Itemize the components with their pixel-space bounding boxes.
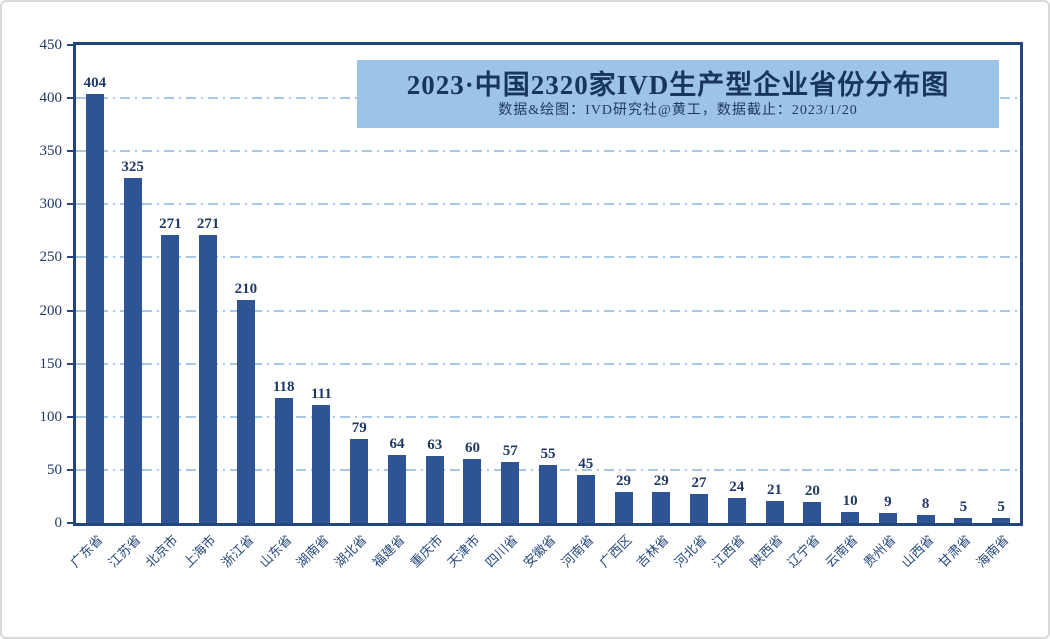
bar-湖南省 [312, 405, 331, 523]
bar-value-label: 111 [311, 386, 332, 403]
y-axis-label: 50 [47, 461, 62, 478]
bar-江西省 [727, 497, 746, 523]
bar-河南省 [576, 475, 595, 523]
bar-value-label: 29 [653, 473, 669, 490]
chart-subtitle: 数据&绘图：IVD研究社@黄工，数据截止：2023/1/20 [498, 102, 858, 118]
chart-title: 2023·中国2320家IVD生产型企业省份分布图 [406, 69, 950, 100]
y-axis-tick [67, 44, 73, 46]
y-axis-label: 250 [39, 249, 63, 266]
y-axis-tick [67, 97, 73, 100]
y-axis-tick [67, 522, 73, 524]
bar-value-label: 118 [272, 378, 295, 395]
bar-重庆市 [425, 456, 444, 523]
bar-value-label: 404 [83, 74, 107, 91]
y-axis-label: 450 [39, 37, 63, 53]
bar-value-label: 79 [351, 420, 367, 437]
y-axis-tick [67, 309, 73, 312]
x-axis-label: 海南省 [973, 532, 1012, 571]
bar-陕西省 [765, 500, 784, 523]
y-axis-label: 100 [39, 408, 63, 425]
bar-河北省 [690, 494, 709, 523]
bar-贵州省 [878, 513, 897, 523]
bar-广东省 [85, 93, 104, 523]
y-axis-tick [67, 150, 73, 153]
y-axis-label: 350 [39, 143, 63, 160]
bar-value-label: 27 [691, 475, 707, 492]
y-axis-tick [67, 415, 73, 418]
bar-value-label: 60 [464, 440, 480, 457]
bar-value-label: 20 [804, 482, 820, 499]
bar-value-label: 10 [842, 493, 858, 510]
gridline [76, 150, 1020, 153]
bar-福建省 [387, 455, 406, 523]
gridline [76, 256, 1020, 259]
bar-value-label: 271 [159, 216, 182, 233]
bar-value-label: 271 [196, 216, 220, 233]
bar-甘肃省 [954, 517, 973, 523]
bar-北京市 [161, 235, 180, 523]
bar-湖北省 [350, 439, 369, 523]
bar-value-label: 63 [427, 437, 443, 454]
bar-广西区 [614, 492, 633, 523]
bar-value-label: 55 [540, 445, 556, 462]
bar-value-label: 325 [121, 158, 144, 175]
bar-上海市 [199, 235, 218, 523]
bar-浙江省 [236, 299, 255, 523]
bar-value-label: 5 [997, 498, 1005, 515]
y-axis-label: 150 [39, 355, 63, 372]
bar-天津市 [463, 459, 482, 523]
y-axis-label: 400 [39, 90, 63, 107]
gridline [76, 203, 1020, 206]
bar-江苏省 [123, 177, 142, 523]
bar-四川省 [501, 462, 520, 523]
bar-value-label: 45 [578, 456, 594, 473]
bar-value-label: 21 [767, 481, 783, 498]
bar-value-label: 24 [729, 478, 745, 495]
y-axis-label: 200 [39, 302, 63, 319]
y-axis-tick [67, 256, 73, 259]
bar-吉林省 [652, 492, 671, 523]
bar-value-label: 9 [884, 494, 892, 511]
bar-安徽省 [539, 464, 557, 523]
bar-value-label: 210 [234, 280, 258, 297]
y-axis-label: 0 [54, 515, 63, 531]
bar-海南省 [992, 517, 1011, 523]
gridline [76, 415, 1020, 418]
y-axis-tick [67, 468, 73, 471]
bar-value-label: 64 [389, 436, 405, 453]
title-banner: 2023·中国2320家IVD生产型企业省份分布图 数据&绘图：IVD研究社@黄… [357, 60, 999, 128]
bar-山西省 [916, 514, 935, 523]
y-axis-tick [67, 203, 73, 206]
bar-value-label: 8 [921, 495, 930, 512]
bar-value-label: 5 [959, 498, 968, 515]
gridline [76, 362, 1020, 365]
gridline [76, 309, 1020, 312]
bar-山东省 [274, 397, 293, 523]
bar-云南省 [841, 512, 860, 523]
bar-value-label: 29 [616, 473, 632, 490]
y-axis-label: 300 [39, 196, 63, 213]
y-axis-tick [67, 362, 73, 365]
bar-辽宁省 [803, 501, 822, 523]
bar-value-label: 57 [502, 443, 518, 460]
